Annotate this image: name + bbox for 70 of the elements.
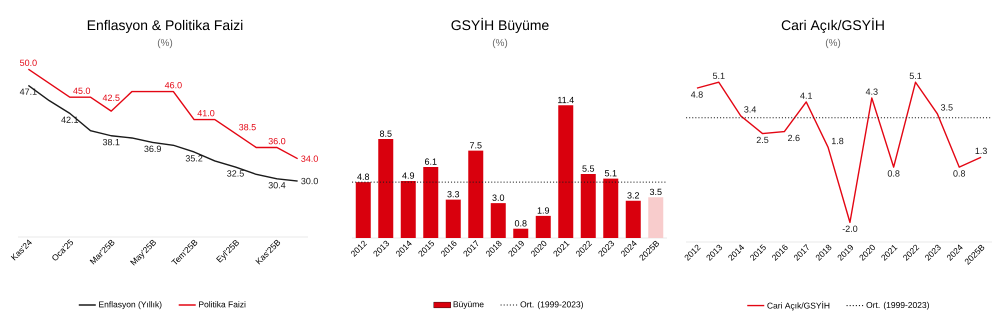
bar [356, 182, 371, 238]
legend-label: Cari Açık/GSYİH [767, 301, 830, 310]
bar [423, 166, 438, 238]
data-label: 7.5 [470, 142, 482, 148]
data-label: 32.5 [227, 170, 244, 177]
data-label: 36.0 [268, 138, 286, 144]
data-label: 30.4 [268, 182, 286, 188]
data-label: 3.0 [492, 194, 504, 201]
bar [513, 228, 528, 238]
data-label: 47.1 [20, 88, 37, 95]
legend-label: Ort. (1999-2023) [866, 302, 929, 310]
data-label: 3.2 [627, 192, 640, 199]
data-label: 1.3 [976, 148, 987, 154]
data-label: 1.8 [832, 138, 844, 144]
data-label: 5.1 [604, 170, 617, 176]
data-label: 3.5 [650, 188, 662, 196]
bar [400, 180, 416, 238]
data-label: 0.8 [888, 170, 900, 177]
bar [648, 197, 664, 238]
data-label: 1.9 [538, 207, 550, 214]
bar [536, 216, 551, 238]
chart-title: GSYİH Büyüme [451, 18, 549, 33]
data-label: 45.0 [73, 88, 90, 94]
bar [446, 200, 461, 238]
data-label: 4.8 [357, 174, 370, 180]
bar [603, 178, 618, 238]
bar [468, 150, 484, 238]
legend-label: Ort. (1999-2023) [520, 301, 583, 310]
chart-subtitle: (%) [826, 38, 840, 48]
chart-title: Cari Açık/GSYİH [782, 18, 884, 33]
data-label: -2.0 [842, 226, 858, 232]
data-label: 3.4 [744, 106, 756, 113]
data-label: 5.5 [582, 166, 594, 172]
data-label: 34.0 [301, 156, 318, 162]
chart-title: Enflasyon & Politika Faizi [88, 20, 242, 33]
data-label: 36.9 [144, 146, 161, 152]
chart-subtitle: (%) [158, 38, 172, 48]
data-label: 3.5 [940, 104, 953, 111]
data-label: 4.1 [800, 92, 812, 99]
data-label: 11.4 [558, 96, 574, 104]
data-label: 0.8 [953, 170, 966, 177]
data-label: 38.5 [239, 124, 256, 130]
data-label: 4.8 [690, 91, 703, 98]
data-label: 5.1 [910, 72, 922, 80]
data-label: 42.1 [61, 116, 78, 123]
legend-label: Enflasyon (Yıllık) [99, 301, 162, 310]
data-label: 2.6 [788, 134, 800, 142]
data-label: 30.0 [301, 178, 318, 184]
bar [558, 105, 574, 238]
data-label: 6.1 [424, 158, 437, 165]
data-label: 50.0 [20, 60, 37, 66]
data-label: 41.0 [197, 110, 214, 116]
data-label: 42.5 [102, 94, 120, 101]
bar [626, 200, 641, 238]
data-label: 2.5 [756, 136, 768, 144]
data-label: 3.3 [447, 191, 460, 198]
bar [490, 203, 506, 238]
legend-label: Politika Faizi [199, 301, 246, 308]
data-label: 0.8 [514, 220, 527, 226]
chart-subtitle: (%) [492, 38, 508, 48]
data-label: 4.3 [866, 88, 878, 95]
bar [580, 174, 596, 238]
data-label: 5.1 [712, 72, 725, 80]
data-label: 35.2 [186, 155, 202, 162]
legend-label: Büyüme [454, 301, 484, 309]
data-label: 4.9 [402, 172, 414, 179]
bar [378, 139, 394, 238]
data-label: 8.5 [380, 130, 392, 137]
data-label: 46.0 [164, 82, 182, 88]
data-label: 38.1 [102, 138, 120, 146]
